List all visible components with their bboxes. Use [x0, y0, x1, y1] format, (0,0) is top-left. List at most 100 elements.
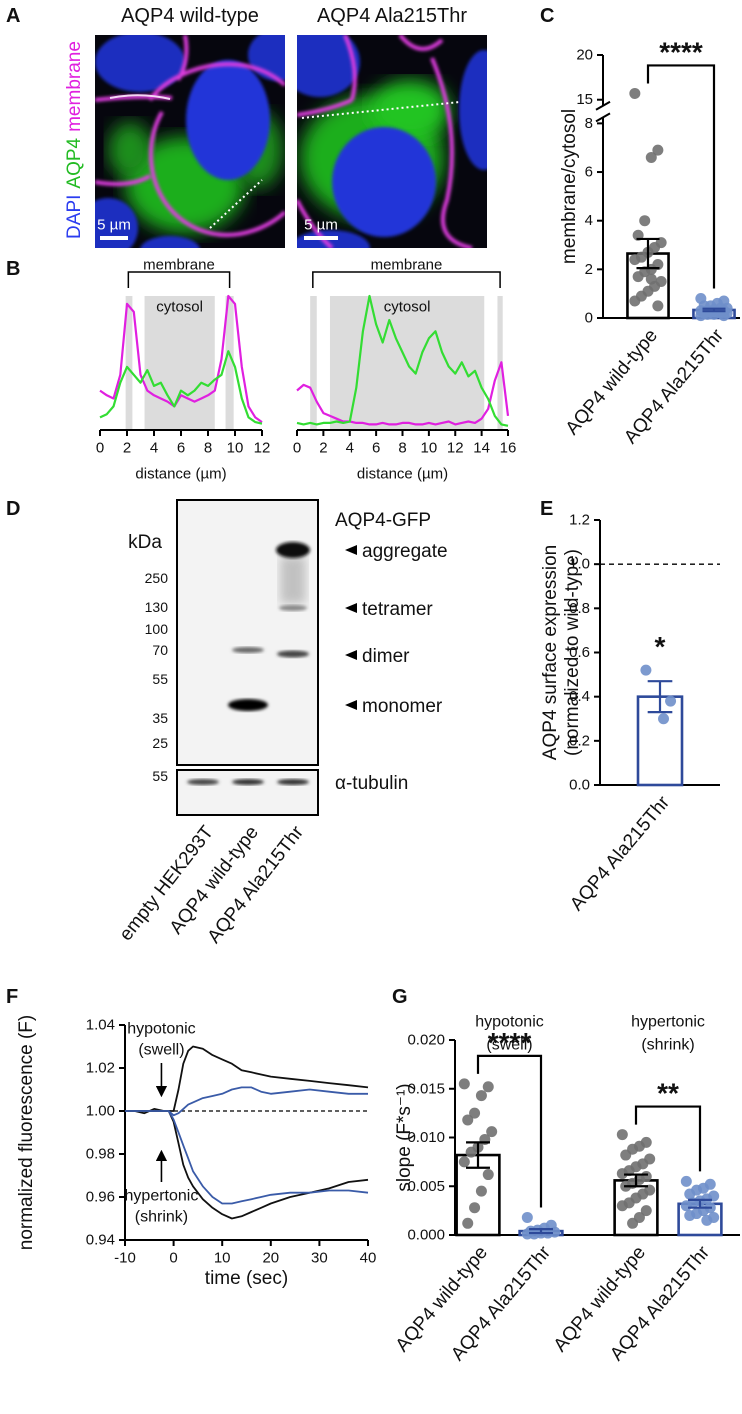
micrograph	[95, 35, 285, 248]
data-point	[718, 310, 730, 322]
x-tick-label: 4	[150, 440, 158, 457]
x-tick-label: 2	[319, 440, 327, 457]
channel-name: membrane	[64, 41, 85, 132]
y-tick-label: 0.005	[407, 1178, 445, 1195]
data-point	[482, 1081, 494, 1093]
annotation: (swell)	[138, 1042, 184, 1059]
scale-bar-label: 5 µm	[97, 217, 131, 234]
error-bar	[529, 1228, 553, 1235]
x-tick-label: 12	[447, 440, 464, 457]
panel-label: G	[392, 986, 408, 1008]
y-tick-label: 0.015	[407, 1080, 445, 1097]
x-tick-label: 40	[360, 1250, 377, 1267]
x-tick-label: 8	[398, 440, 406, 457]
x-tick-label: 2	[123, 440, 131, 457]
y-axis-label: normalized fluorescence (F)	[16, 1015, 37, 1250]
data-point	[645, 151, 657, 163]
data-point	[652, 144, 664, 156]
data-point	[521, 1228, 533, 1240]
data-point	[521, 1211, 533, 1223]
y-tick-label: 0.8	[569, 600, 590, 617]
annotation: hypertonic	[125, 1188, 199, 1205]
data-point	[665, 695, 677, 707]
data-point	[486, 1126, 498, 1138]
loading-control-label: α-tubulin	[335, 773, 408, 794]
error-bar	[636, 237, 660, 270]
x-tick-label: 0	[169, 1250, 177, 1267]
error-bar	[702, 307, 726, 313]
y-tick-label: 0	[585, 310, 593, 327]
error-bar	[688, 1198, 712, 1209]
panel-label: D	[6, 498, 20, 520]
x-tick-label: 6	[372, 440, 380, 457]
marker-label: 55	[152, 768, 168, 784]
data-point	[458, 1078, 470, 1090]
shaded-region	[310, 296, 317, 430]
x-tick-label: 16	[500, 440, 517, 457]
series-line	[99, 294, 263, 424]
y-tick-label: 4	[585, 212, 593, 229]
y-tick-label: 0.020	[407, 1032, 445, 1049]
data-point	[465, 1146, 477, 1158]
channel-name: DAPI	[64, 195, 85, 239]
shaded-region	[144, 296, 215, 430]
x-axis-label: distance (µm)	[135, 466, 226, 483]
annotation: (shrink)	[135, 1209, 188, 1226]
series-line	[99, 350, 263, 425]
data-point	[632, 271, 644, 283]
data-point	[629, 295, 641, 307]
blot-title: AQP4-GFP	[335, 510, 431, 531]
y-tick-label: 1.00	[86, 1103, 115, 1120]
micrograph	[297, 35, 487, 248]
annotation: hypotonic	[127, 1021, 196, 1038]
group-label: (shrink)	[641, 1037, 694, 1054]
marker-label: 70	[152, 642, 168, 658]
y-tick-label: 0.000	[407, 1227, 445, 1244]
data-point	[684, 1210, 696, 1221]
data-point	[616, 1129, 628, 1141]
data-point	[469, 1107, 481, 1119]
y-axis-label: slope (F*s⁻¹)	[394, 1083, 415, 1191]
significance-label: ****	[659, 36, 703, 67]
y-tick-label: 1.02	[86, 1060, 115, 1077]
marker-label: 130	[145, 599, 169, 615]
significance-bracket	[634, 1105, 702, 1172]
scale-bar-label: 5 µm	[304, 217, 338, 234]
image-title: AQP4 wild-type	[121, 5, 259, 27]
panel-label: A	[6, 5, 20, 27]
error-bar	[624, 1173, 648, 1188]
data-point	[629, 87, 641, 99]
panel-label: B	[6, 258, 20, 280]
x-tick-label: 14	[473, 440, 490, 457]
marker-label: 55	[152, 671, 168, 687]
y-tick-label: 0.4	[569, 688, 590, 705]
x-tick-label: 10	[214, 1250, 231, 1267]
group-label: (swell)	[486, 1037, 532, 1054]
data-point	[627, 1217, 639, 1229]
bracket	[312, 271, 501, 288]
data-point	[701, 1214, 713, 1226]
bracket-label: membrane	[371, 257, 443, 274]
data-point	[652, 300, 664, 312]
marker-label: 35	[152, 710, 168, 726]
x-tick-label: 10	[421, 440, 438, 457]
data-point	[640, 1205, 652, 1217]
marker-label: 250	[145, 570, 169, 586]
error-bar	[466, 1141, 490, 1169]
data-point	[680, 1200, 692, 1212]
band-label: tetramer	[362, 599, 433, 620]
region-label: cytosol	[156, 299, 203, 316]
axis-break	[595, 100, 611, 111]
unit-label: kDa	[128, 532, 162, 553]
data-point	[680, 1175, 692, 1187]
y-tick-label: 0.94	[86, 1232, 115, 1249]
data-point	[616, 1200, 628, 1212]
significance-bracket	[476, 1054, 543, 1208]
marker-label: 25	[152, 735, 168, 751]
series-line	[296, 294, 509, 427]
data-point	[616, 1168, 628, 1180]
y-tick-label: 0.96	[86, 1189, 115, 1206]
significance-label: *	[655, 631, 666, 662]
data-point	[462, 1114, 474, 1126]
data-point	[462, 1217, 474, 1229]
